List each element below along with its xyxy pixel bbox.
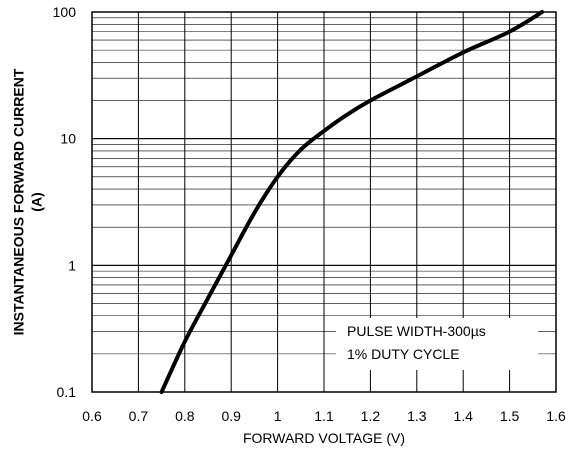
y-axis-ticks: 0.1 1 10 100 xyxy=(53,4,77,400)
y-axis-title: INSTANTANEOUS FORWARD CURRENT (A) xyxy=(11,68,45,335)
x-tick-label: 0.7 xyxy=(129,408,149,424)
x-tick-label: 1.5 xyxy=(500,408,520,424)
x-tick-label: 1 xyxy=(274,408,282,424)
x-tick-label: 1.3 xyxy=(407,408,427,424)
x-tick-label: 1.6 xyxy=(546,408,566,424)
x-tick-label: 0.9 xyxy=(221,408,241,424)
x-axis-ticks: 0.6 0.7 0.8 0.9 1 1.1 1.2 1.3 1.4 1.5 1.6 xyxy=(82,408,566,424)
y-axis-title-line-1: INSTANTANEOUS FORWARD CURRENT xyxy=(11,68,27,335)
series-line xyxy=(159,10,545,394)
y-tick-label: 100 xyxy=(53,4,77,20)
x-axis-title: FORWARD VOLTAGE (V) xyxy=(243,430,405,446)
annotation-line-1: PULSE WIDTH-300µs xyxy=(347,323,486,339)
annotation-line-2: 1% DUTY CYCLE xyxy=(347,346,460,362)
plot-frame xyxy=(91,11,557,393)
y-tick-label: 1 xyxy=(68,257,76,273)
x-tick-label: 0.6 xyxy=(82,408,102,424)
y-axis-title-line-2: (A) xyxy=(29,192,45,211)
x-tick-label: 1.1 xyxy=(314,408,334,424)
x-tick-label: 1.4 xyxy=(453,408,473,424)
y-tick-label: 10 xyxy=(60,131,76,147)
x-tick-label: 0.8 xyxy=(175,408,195,424)
annotation-box xyxy=(336,318,538,370)
y-tick-label: 0.1 xyxy=(57,384,77,400)
x-tick-label: 1.2 xyxy=(361,408,381,424)
